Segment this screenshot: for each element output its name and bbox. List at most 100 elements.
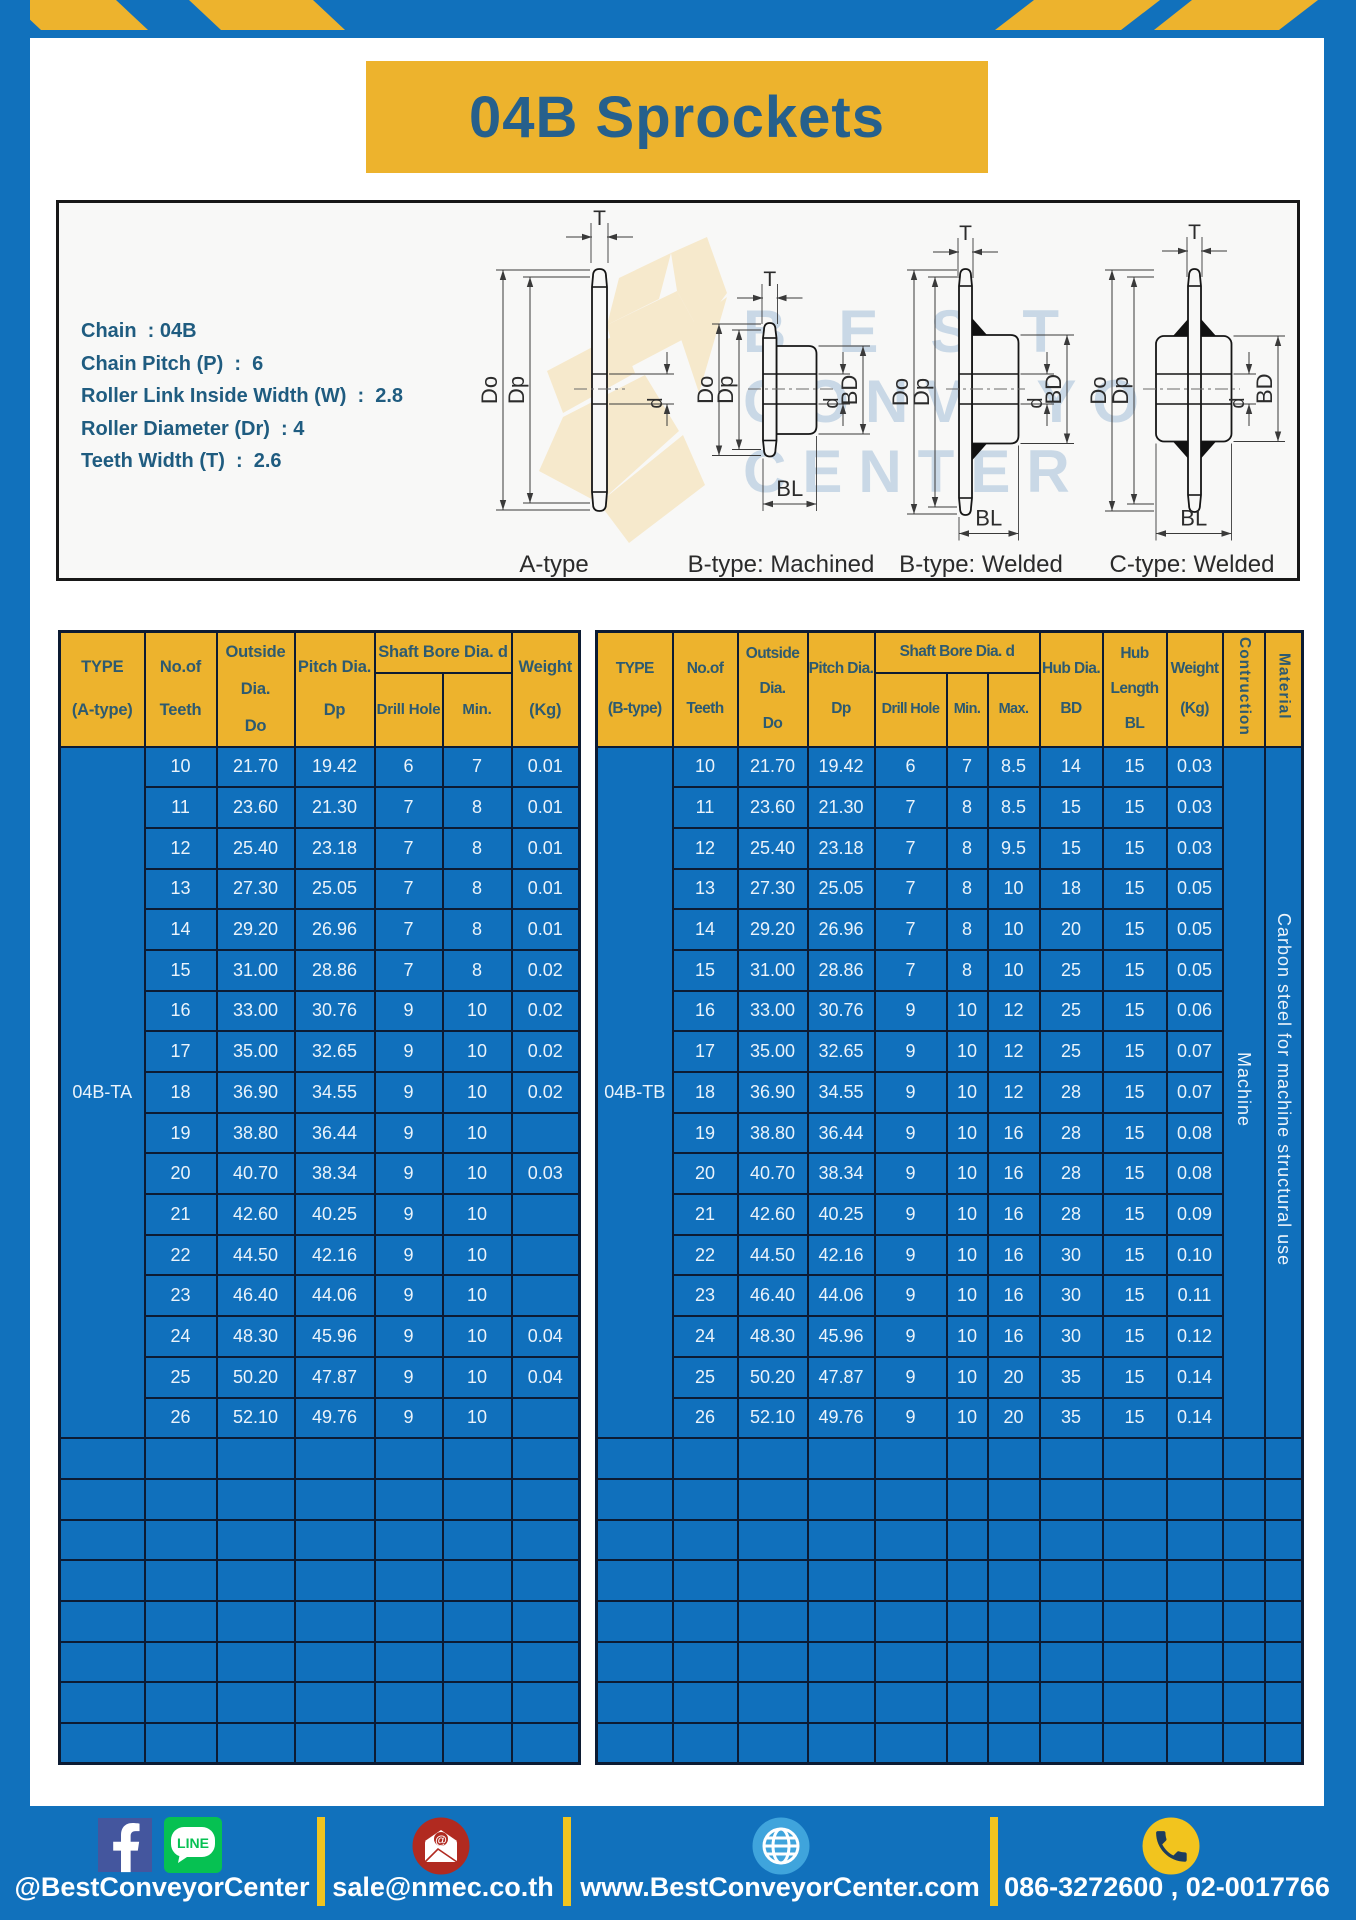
weld-fillet	[972, 318, 987, 335]
weld-fillet	[1201, 319, 1216, 336]
table-row: 04B-TA 10 21.70 19.42 6 7 0.01	[58, 745, 581, 1440]
data-cell: 17	[143, 1030, 218, 1073]
col-header-min: Min.	[441, 672, 513, 748]
data-cell: 9	[373, 1396, 444, 1440]
empty-cell	[373, 1559, 444, 1602]
empty-cell	[736, 1437, 809, 1480]
data-cell: 26	[671, 1396, 739, 1440]
empty-cell	[373, 1477, 444, 1521]
dim-arrow	[931, 277, 939, 287]
table-row: 21 42.60 40.25 9 10	[60, 1193, 581, 1236]
weld-fillet	[1201, 441, 1216, 459]
table-b-type: TYPE (B-type) No.of Teeth Outside Dia. Do Pi…	[595, 630, 1305, 1766]
data-cell: 26.96	[293, 908, 376, 951]
data-cell: 23	[143, 1274, 218, 1318]
col-header-hub-dia: Hub Dia. BD	[1038, 630, 1104, 748]
data-cell: 33.00	[215, 989, 296, 1033]
data-cell: 24	[671, 1315, 739, 1358]
dim-arrow	[1108, 270, 1116, 280]
empty-cell	[441, 1559, 513, 1602]
data-cell: 27.30	[215, 867, 296, 911]
data-cell: 52.10	[215, 1396, 296, 1440]
data-cell: 28	[1038, 1071, 1104, 1114]
spec-line-pitch: Chain Pitch (P) : 6	[81, 352, 264, 375]
data-cell: 42.16	[293, 1233, 376, 1277]
empty-cell	[1101, 1599, 1168, 1643]
data-cell: 9	[373, 989, 444, 1033]
data-cell: 10	[945, 1152, 989, 1196]
phone-icon	[1142, 1817, 1200, 1875]
empty-cell	[1221, 1437, 1266, 1480]
empty-cell	[1165, 1681, 1224, 1724]
table-row: 04B-TB 10 21.70 19.42 6 7 8.5 14 15 0.03 Machine Ca…	[595, 745, 1304, 1440]
data-cell: 28	[1038, 1111, 1104, 1155]
data-cell: 8	[441, 786, 513, 829]
empty-row	[595, 1640, 1304, 1684]
table-row: 20 40.70 38.34 9 10 0.03	[60, 1152, 581, 1196]
data-cell: 40.25	[293, 1193, 376, 1236]
empty-cell	[143, 1559, 218, 1602]
data-cell: 15	[1101, 1193, 1168, 1236]
empty-cell	[441, 1437, 513, 1480]
footer-bar: LINE @BestConveyorCenter @ sale@nmec.co.…	[0, 1806, 1356, 1920]
table-row: 12 25.40 23.18 7 8 0.01	[60, 826, 581, 870]
data-cell: 52.10	[736, 1396, 809, 1440]
col-header-teeth: No.of Teeth	[143, 630, 218, 748]
empty-cell	[1101, 1722, 1168, 1765]
empty-cell	[58, 1599, 146, 1643]
empty-cell	[58, 1722, 146, 1765]
empty-row	[58, 1559, 581, 1602]
empty-cell	[1263, 1437, 1304, 1480]
data-cell: 45.96	[806, 1315, 876, 1358]
sprocket-plate	[591, 268, 608, 512]
dim-arrow	[859, 424, 867, 434]
data-cell: 15	[1101, 786, 1168, 829]
data-cell	[510, 1193, 581, 1236]
data-cell: 15	[1038, 826, 1104, 870]
spec-line-teeth-width: Teeth Width (T) : 2.6	[81, 450, 282, 472]
empty-cell	[986, 1477, 1041, 1521]
empty-cell	[1263, 1477, 1304, 1521]
caption-c-type-welded: C-type: Welded	[1109, 551, 1275, 578]
data-cell: 0.05	[1165, 867, 1224, 911]
dim-label: BL	[1180, 506, 1207, 531]
dim-label: BD	[1252, 373, 1277, 404]
data-cell: 0.10	[1165, 1233, 1224, 1277]
data-cell: 7	[873, 908, 948, 951]
data-cell: 8	[441, 908, 513, 951]
empty-cell	[1263, 1559, 1304, 1602]
empty-cell	[373, 1599, 444, 1643]
data-cell: 44.06	[806, 1274, 876, 1318]
stripe-left-2	[189, 0, 345, 30]
empty-cell	[1038, 1559, 1104, 1602]
data-cell: 38.34	[806, 1152, 876, 1196]
dim-label: T	[763, 268, 776, 291]
data-cell: 7	[373, 826, 444, 870]
table-row: 21 42.60 40.25 9 10 16 28 15 0.09	[597, 1193, 1303, 1236]
data-cell: 15	[1101, 948, 1168, 992]
data-cell: 9	[373, 1111, 444, 1155]
empty-cell	[215, 1477, 296, 1521]
dim-arrow	[499, 500, 507, 510]
data-cell: 15	[1101, 1274, 1168, 1318]
data-cell: 16	[143, 989, 218, 1033]
empty-cell	[1263, 1599, 1304, 1643]
dim-label: T	[593, 207, 606, 230]
data-cell: 28.86	[806, 948, 876, 992]
empty-row	[58, 1681, 581, 1724]
data-cell: 34.55	[293, 1071, 376, 1114]
empty-row	[595, 1437, 1304, 1480]
data-cell: 16	[671, 989, 739, 1033]
data-cell: 16	[986, 1315, 1041, 1358]
caption-b-type-welded: B-type: Welded	[899, 551, 1063, 578]
data-cell: 10	[986, 867, 1041, 911]
table-row: 18 36.90 34.55 9 10 0.02	[60, 1071, 581, 1114]
empty-cell	[806, 1722, 876, 1765]
empty-cell	[1101, 1518, 1168, 1562]
empty-cell	[986, 1437, 1041, 1480]
data-cell: 0.06	[1165, 989, 1224, 1033]
empty-cell	[945, 1477, 989, 1521]
empty-cell	[671, 1640, 739, 1684]
empty-cell	[441, 1518, 513, 1562]
data-cell: 10	[945, 1111, 989, 1155]
